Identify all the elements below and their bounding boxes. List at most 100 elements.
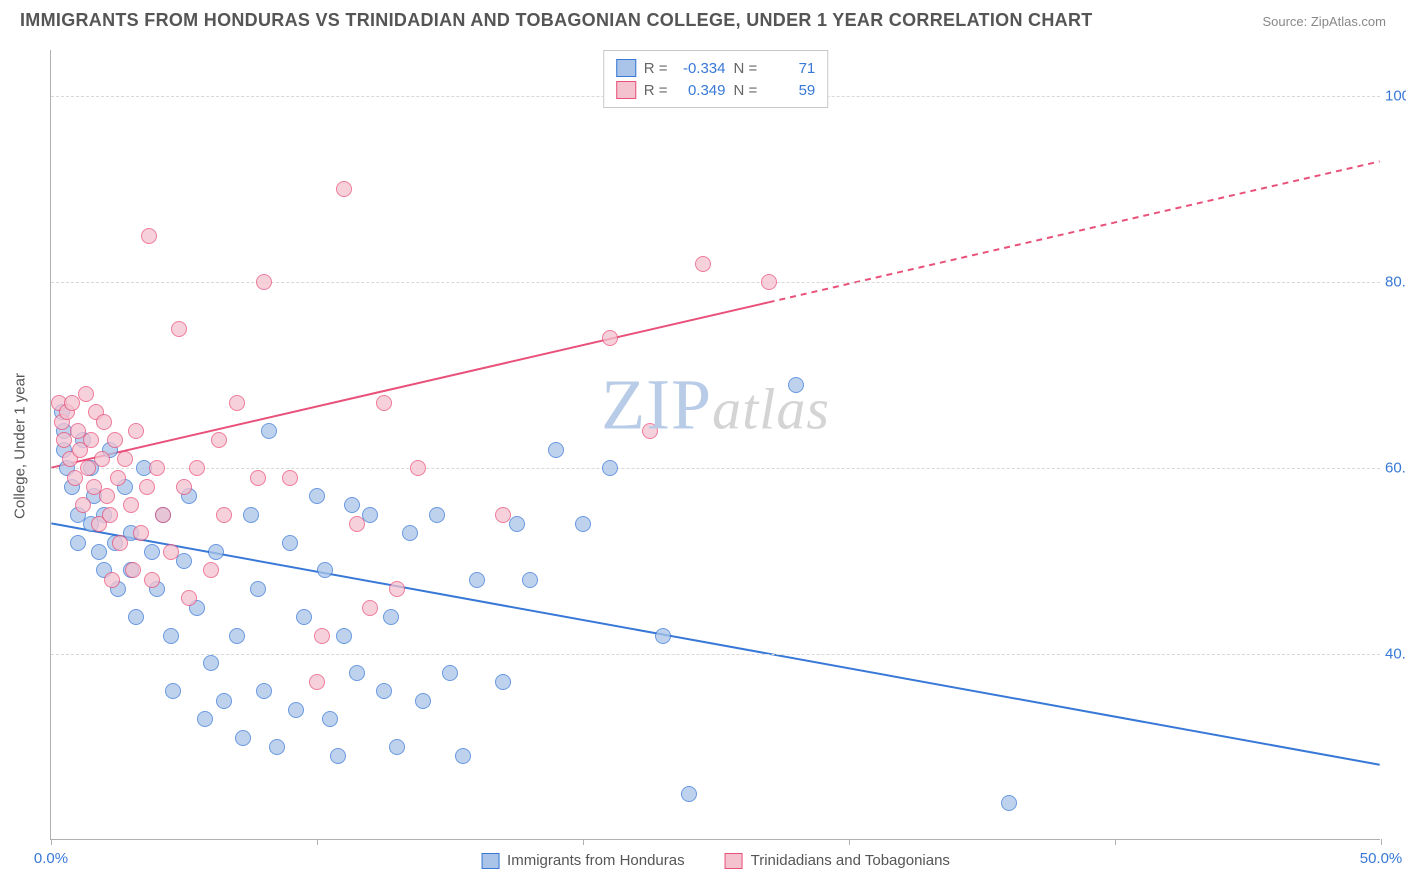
legend-bottom-item-1: Immigrants from Honduras [481, 852, 685, 869]
scatter-point-honduras [1001, 795, 1017, 811]
scatter-point-trinidad [203, 562, 219, 578]
legend-r-label: R = [644, 60, 668, 77]
source: Source: ZipAtlas.com [1262, 14, 1386, 29]
ytick-label: 60.0% [1385, 460, 1406, 477]
legend-r-value-1: -0.334 [676, 60, 726, 77]
legend-bottom-label-1: Immigrants from Honduras [507, 852, 685, 869]
scatter-point-honduras [309, 488, 325, 504]
scatter-point-trinidad [125, 562, 141, 578]
scatter-point-honduras [548, 442, 564, 458]
scatter-point-honduras [402, 525, 418, 541]
scatter-point-trinidad [376, 395, 392, 411]
scatter-point-honduras [336, 628, 352, 644]
scatter-point-honduras [376, 683, 392, 699]
scatter-point-trinidad [282, 470, 298, 486]
trendlines-svg [51, 50, 1380, 839]
xtick [317, 839, 318, 845]
scatter-point-honduras [243, 507, 259, 523]
scatter-point-trinidad [761, 274, 777, 290]
scatter-point-trinidad [171, 321, 187, 337]
legend-bottom-label-2: Trinidadians and Tobagonians [751, 852, 950, 869]
scatter-point-trinidad [410, 460, 426, 476]
scatter-point-honduras [282, 535, 298, 551]
scatter-point-honduras [229, 628, 245, 644]
scatter-point-trinidad [602, 330, 618, 346]
scatter-point-honduras [269, 739, 285, 755]
scatter-point-trinidad [256, 274, 272, 290]
scatter-point-honduras [203, 655, 219, 671]
xtick [1115, 839, 1116, 845]
ytick-label: 100.0% [1385, 88, 1406, 105]
scatter-point-honduras [349, 665, 365, 681]
legend-top: R = -0.334 N = 71 R = 0.349 N = 59 [603, 50, 829, 108]
scatter-point-trinidad [309, 674, 325, 690]
scatter-point-honduras [455, 748, 471, 764]
legend-top-row-2: R = 0.349 N = 59 [616, 79, 816, 101]
scatter-point-honduras [389, 739, 405, 755]
source-name: ZipAtlas.com [1311, 14, 1386, 29]
scatter-point-honduras [442, 665, 458, 681]
scatter-point-trinidad [336, 181, 352, 197]
scatter-point-trinidad [94, 451, 110, 467]
scatter-point-honduras [330, 748, 346, 764]
gridline-h [51, 282, 1380, 283]
legend-n-value-2: 59 [765, 82, 815, 99]
scatter-point-honduras [522, 572, 538, 588]
scatter-point-honduras [288, 702, 304, 718]
scatter-point-trinidad [83, 432, 99, 448]
xtick [583, 839, 584, 845]
scatter-point-trinidad [107, 432, 123, 448]
scatter-point-honduras [415, 693, 431, 709]
scatter-point-honduras [296, 609, 312, 625]
scatter-point-honduras [322, 711, 338, 727]
scatter-point-honduras [128, 609, 144, 625]
scatter-point-honduras [70, 535, 86, 551]
legend-bottom-swatch-2 [725, 853, 743, 869]
scatter-point-trinidad [75, 497, 91, 513]
scatter-point-honduras [216, 693, 232, 709]
scatter-point-honduras [176, 553, 192, 569]
scatter-point-trinidad [99, 488, 115, 504]
legend-n-label: N = [734, 60, 758, 77]
scatter-point-trinidad [155, 507, 171, 523]
scatter-point-honduras [91, 544, 107, 560]
xtick [1381, 839, 1382, 845]
plot-area: ZIPatlas R = -0.334 N = 71 R = 0.349 N =… [50, 50, 1380, 840]
scatter-point-trinidad [163, 544, 179, 560]
legend-bottom: Immigrants from Honduras Trinidadians an… [481, 852, 950, 869]
y-axis-label: College, Under 1 year [12, 373, 29, 519]
scatter-point-trinidad [211, 432, 227, 448]
scatter-point-trinidad [495, 507, 511, 523]
scatter-point-trinidad [112, 535, 128, 551]
gridline-h [51, 468, 1380, 469]
watermark-atlas: atlas [712, 377, 830, 442]
scatter-point-trinidad [189, 460, 205, 476]
scatter-point-honduras [383, 609, 399, 625]
gridline-h [51, 654, 1380, 655]
scatter-point-trinidad [250, 470, 266, 486]
legend-r-label: R = [644, 82, 668, 99]
scatter-point-trinidad [229, 395, 245, 411]
chart-title: IMMIGRANTS FROM HONDURAS VS TRINIDADIAN … [20, 10, 1093, 31]
scatter-point-honduras [144, 544, 160, 560]
scatter-point-trinidad [110, 470, 126, 486]
scatter-point-honduras [163, 628, 179, 644]
scatter-point-honduras [602, 460, 618, 476]
scatter-point-trinidad [139, 479, 155, 495]
scatter-point-trinidad [389, 581, 405, 597]
scatter-point-trinidad [695, 256, 711, 272]
scatter-point-trinidad [123, 497, 139, 513]
legend-n-value-1: 71 [765, 60, 815, 77]
scatter-point-trinidad [104, 572, 120, 588]
scatter-point-trinidad [216, 507, 232, 523]
scatter-point-trinidad [314, 628, 330, 644]
scatter-point-trinidad [642, 423, 658, 439]
legend-swatch-series-1 [616, 59, 636, 77]
scatter-point-honduras [575, 516, 591, 532]
scatter-point-trinidad [144, 572, 160, 588]
trendline-honduras [51, 523, 1379, 764]
scatter-point-trinidad [149, 460, 165, 476]
scatter-point-honduras [344, 497, 360, 513]
scatter-point-honduras [788, 377, 804, 393]
scatter-point-honduras [256, 683, 272, 699]
